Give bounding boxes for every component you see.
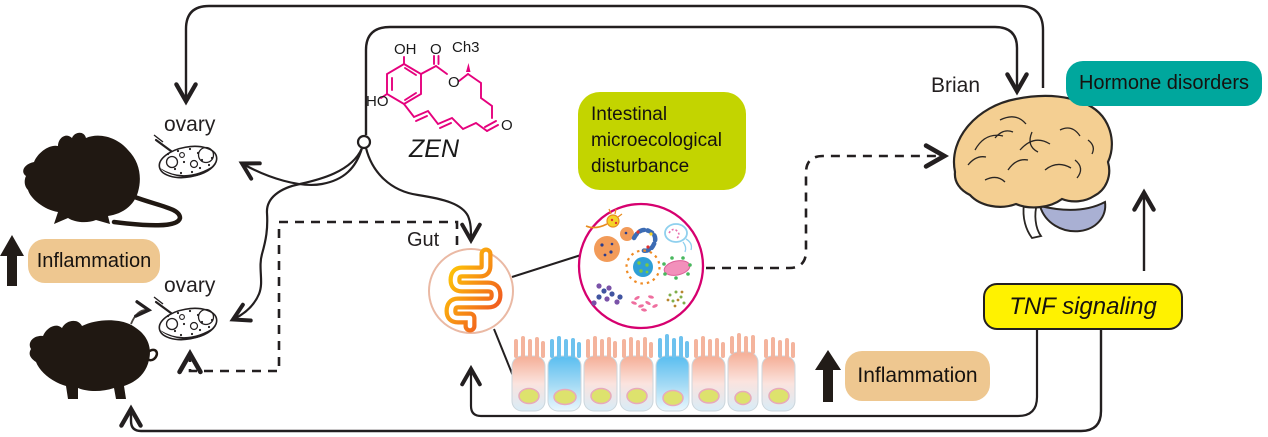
arrow-pig-to-ovary — [130, 300, 153, 325]
zen-ho-label: HO — [366, 93, 389, 110]
zen-structure-icon — [380, 55, 499, 132]
brain-label: Brian — [931, 74, 981, 97]
arrow-brain-to-mouse-ovary — [174, 4, 1045, 106]
microbe-pink-cluster-icon — [631, 295, 658, 312]
arrow-zen-to-pig-ovary — [229, 147, 364, 323]
gut-icon — [428, 247, 514, 334]
zen-ch3-label: Ch3 — [452, 39, 480, 56]
arrow-zen-to-brain — [364, 25, 1029, 135]
line-gut-microbiome — [511, 254, 582, 278]
zen-label: ZEN — [409, 135, 459, 163]
arrow-tnf-to-pig — [119, 330, 1103, 433]
microbe-flagellate-icon — [585, 208, 623, 229]
epithelium-icon — [511, 333, 796, 412]
ovary-label-pig: ovary — [164, 274, 216, 297]
brain-icon — [952, 94, 1113, 240]
junction-node — [356, 134, 372, 150]
microbe-diplococci-icon — [591, 283, 623, 306]
arrow-inflammation-up-right — [815, 350, 841, 402]
microbe-coccus-icon — [625, 249, 661, 285]
pig-icon — [29, 320, 159, 399]
intestinal-disturbance-box: Intestinal microecological disturbance — [578, 92, 746, 190]
ovary-dish-pig-icon — [152, 295, 221, 345]
ovary-label-mouse: ovary — [164, 113, 216, 136]
mouse-icon — [23, 132, 183, 228]
arrow-tnf-to-gut — [460, 330, 1039, 418]
zen-carbonyl-o-label: O — [430, 41, 442, 58]
arrow-inflammation-up-left — [0, 235, 24, 286]
line-gut-epithelium — [493, 328, 514, 377]
zen-ester-o-label: O — [448, 74, 460, 91]
arrow-zen-to-mouse-ovary — [238, 147, 364, 186]
ovary-dish-mouse-icon — [152, 133, 221, 183]
dashed-arrow-gut-to-pig-ovary — [177, 220, 459, 375]
arrow-zen-to-gut — [364, 147, 482, 245]
dashed-arrow-microbiome-to-brain — [706, 143, 950, 270]
hormone-disorders-box: Hormone disorders — [1066, 61, 1262, 106]
microbe-green-cluster-icon — [666, 290, 686, 308]
tnf-signaling-box: TNF signaling — [983, 283, 1183, 330]
inflammation-box-left: Inflammation — [28, 239, 160, 283]
gut-label: Gut — [407, 229, 440, 251]
microbe-amoeba-icon — [594, 227, 634, 262]
microbe-spirillum-icon — [664, 223, 693, 253]
microbiome-icon — [577, 202, 705, 330]
zen-oh-top-label: OH — [394, 41, 417, 58]
microbe-chain-icon — [631, 227, 658, 253]
microbe-rod-icon — [662, 256, 692, 280]
zen-aldehyde-o-label: O — [501, 117, 513, 134]
inflammation-box-right: Inflammation — [845, 351, 990, 401]
